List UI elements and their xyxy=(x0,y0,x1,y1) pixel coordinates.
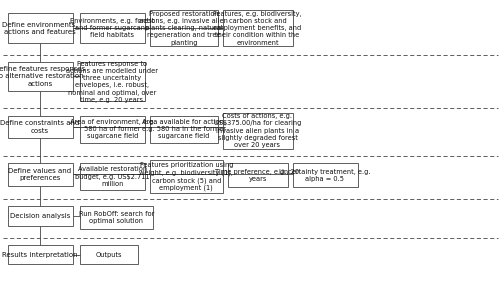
Text: Decision analysis: Decision analysis xyxy=(10,213,70,219)
Bar xyxy=(222,10,292,46)
Text: Features response to
actions are modelled under
three uncertainty
envelopes, i.e: Features response to actions are modelle… xyxy=(66,61,158,103)
Bar xyxy=(80,13,145,43)
Bar xyxy=(8,13,72,43)
Text: Define constraints and
costs: Define constraints and costs xyxy=(0,120,80,134)
Bar xyxy=(150,116,218,143)
Text: Proposed restoration
actions, e.g. invasive alien
plants clearing, natural
regen: Proposed restoration actions, e.g. invas… xyxy=(140,11,228,46)
Bar xyxy=(150,160,222,193)
Bar xyxy=(292,163,358,187)
Bar xyxy=(8,62,72,91)
Bar xyxy=(80,245,138,264)
Text: Uncertainty treatment, e.g.
alpha = 0.5: Uncertainty treatment, e.g. alpha = 0.5 xyxy=(279,169,370,182)
Text: Results interpretation: Results interpretation xyxy=(2,252,78,258)
Text: Area of environment, e.g.
580 ha of former
sugarcane field: Area of environment, e.g. 580 ha of form… xyxy=(70,119,155,140)
Bar xyxy=(150,10,218,46)
Text: Area available for action,
e.g. 580 ha in the former
sugarcane field: Area available for action, e.g. 580 ha i… xyxy=(142,119,226,140)
Bar xyxy=(8,116,72,138)
Bar xyxy=(8,206,72,226)
Text: Features, e.g. biodiversity,
carbon stock and
employment benefits, and
their con: Features, e.g. biodiversity, carbon stoc… xyxy=(213,11,302,46)
Text: Costs of actions, e.g.
US$375.00/ha for clearing
invasive alien plants in a
slig: Costs of actions, e.g. US$375.00/ha for … xyxy=(214,113,301,148)
Bar xyxy=(80,163,145,190)
Bar xyxy=(8,245,72,264)
Bar xyxy=(222,113,292,148)
Text: Environments, e.g. forest
and former sugarcane
field habitats: Environments, e.g. forest and former sug… xyxy=(70,18,154,39)
Text: Define values and
preferences: Define values and preferences xyxy=(8,168,72,181)
Text: Time preference, e.g., 20
years: Time preference, e.g., 20 years xyxy=(216,169,300,182)
Text: Outputs: Outputs xyxy=(96,252,122,258)
Bar xyxy=(80,206,152,229)
Text: Run RobOff: search for
optimal solution: Run RobOff: search for optimal solution xyxy=(78,211,154,224)
Text: Features prioritization using
weight, e.g. biodiversity (1),
carbon stock (5) an: Features prioritization using weight, e.… xyxy=(140,162,233,191)
Bar xyxy=(8,163,72,186)
Text: Define environments,
actions and features: Define environments, actions and feature… xyxy=(2,22,78,35)
Text: Available restoration
budget, e.g. US$2.711
million: Available restoration budget, e.g. US$2.… xyxy=(75,166,150,187)
Bar xyxy=(80,62,145,101)
Bar xyxy=(228,163,288,187)
Text: Define features responses
to alternative restoration
actions: Define features responses to alternative… xyxy=(0,66,86,87)
Bar xyxy=(80,116,145,143)
